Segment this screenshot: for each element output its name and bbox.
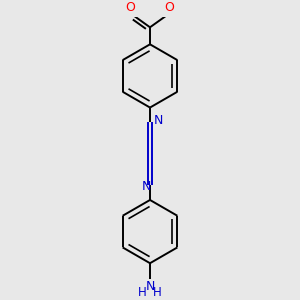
Text: H: H bbox=[138, 286, 147, 299]
Text: H: H bbox=[153, 286, 162, 299]
Text: O: O bbox=[164, 1, 174, 14]
Text: N: N bbox=[154, 114, 163, 128]
Text: O: O bbox=[126, 1, 136, 14]
Text: N: N bbox=[145, 280, 155, 293]
Text: N: N bbox=[142, 180, 151, 193]
